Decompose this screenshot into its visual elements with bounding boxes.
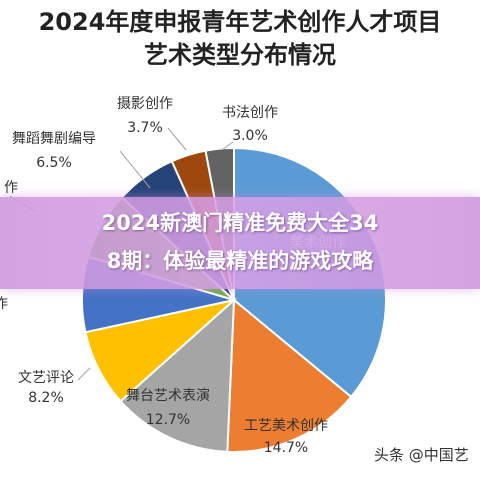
slice-percent: 3.7% [127,120,163,136]
banner-line-2: 8期：体验最精准的游戏攻略 [106,249,374,273]
chart-title-line-1: 2024年度申报青年艺术创作人才项目 [38,8,442,36]
slice-label: 舞台艺术表演 [126,388,210,404]
watermark: 头条 @中国艺 [374,446,469,464]
slice-label-fragment: 作 [4,180,18,196]
slice-label: 舞蹈舞剧编导 [12,131,96,147]
pie-slice [226,297,353,453]
leader-line [77,367,91,381]
overlay-banner-text: 2024新澳门精准免费大全34 8期：体验最精准的游戏攻略 [0,204,480,280]
chart-title: 2024年度申报青年艺术创作人才项目 艺术类型分布情况 [0,6,480,72]
slice-label-fragment: 作 [0,296,8,312]
slice-label: 书法创作 [222,105,278,121]
banner-line-1: 2024新澳门精准免费大全34 [101,211,379,235]
leader-line [119,150,151,189]
chart-title-line-2: 艺术类型分布情况 [144,41,336,69]
slice-label: 文艺评论 [18,370,74,386]
slice-percent: 6.5% [36,155,72,171]
leader-line [221,141,234,151]
overlay-banner [0,197,480,289]
slice-percent: 8.2% [28,390,64,406]
slice-percent: 14.7% [264,440,308,456]
slice-label: 摄影创作 [117,96,173,112]
slice-percent: 12.7% [146,412,190,428]
leader-line [167,127,187,151]
slice-label: 工艺美术创作 [244,418,328,434]
pie-labels: 工艺美术创作14.7%舞台艺术表演12.7%美术创作文艺评论8.2%舞蹈舞剧编导… [0,96,346,456]
pie-slices [81,146,387,453]
slice-percent: 3.0% [232,128,268,144]
pie-slice [119,297,236,453]
